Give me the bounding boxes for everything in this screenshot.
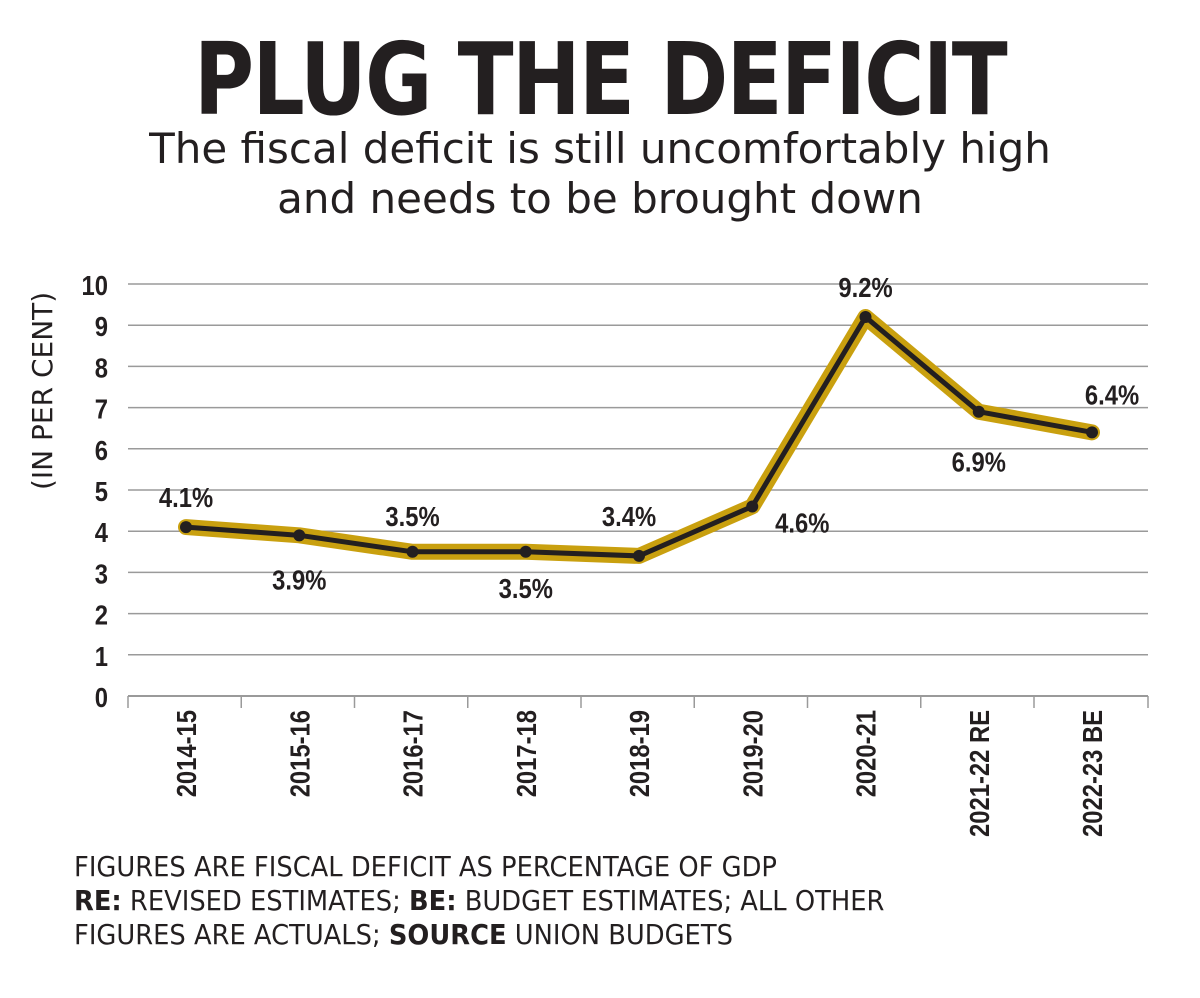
data-point [633,549,645,562]
data-label: 3.4% [602,500,656,532]
data-point [1086,426,1098,439]
data-label: 6.9% [952,446,1006,478]
x-tick-label: 2019-20 [736,710,768,797]
data-point [972,405,985,418]
x-tick-label: 2017-18 [510,710,542,797]
y-tick-label: 10 [82,269,108,301]
y-tick-label: 4 [95,516,109,548]
subtitle-line-1: The fiscal deficit is still uncomfortabl… [149,124,1051,173]
source-text: UNION BUDGETS [506,918,733,951]
be-text: BUDGET ESTIMATES; ALL OTHER [456,884,885,917]
y-tick-label: 6 [95,434,108,466]
re-key: RE: [74,884,122,917]
y-tick-label: 7 [95,393,108,425]
data-point [859,310,872,323]
data-label: 9.2% [838,271,892,303]
re-text: REVISED ESTIMATES; [121,884,410,917]
y-tick-label: 1 [95,640,108,672]
x-tick-label: 2021-22 RE [963,710,995,837]
data-label: 3.5% [499,572,553,604]
data-point [293,529,306,542]
be-key: BE: [409,884,457,917]
y-tick-label: 8 [95,352,108,384]
x-tick-label: 2022-23 BE [1076,710,1108,837]
footnote-line-1: FIGURES ARE FISCAL DEFICIT AS PERCENTAGE… [74,850,777,883]
x-tick-label: 2014-15 [170,710,202,797]
chart-title: PLUG THE DEFICIT [194,21,1008,138]
subtitle-line-2: and needs to be brought down [277,174,923,223]
data-label: 4.1% [159,481,213,513]
chart-subtitle: The fiscal deficit is still uncomfortabl… [0,124,1200,224]
actuals-text: FIGURES ARE ACTUALS; [74,918,389,951]
data-label: 6.4% [1085,378,1139,410]
x-tick-label: 2015-16 [283,710,315,797]
x-tick-label: 2016-17 [397,710,429,797]
data-point [746,500,759,513]
footnote-line-3: FIGURES ARE ACTUALS; SOURCE UNION BUDGET… [74,918,884,952]
footnotes: FIGURES ARE FISCAL DEFICIT AS PERCENTAGE… [74,850,884,952]
y-tick-label: 9 [95,310,108,342]
data-point [406,545,419,558]
x-tick-label: 2020-21 [850,710,882,797]
data-point [180,521,192,534]
y-tick-label: 5 [95,475,108,507]
y-tick-label: 0 [95,681,108,713]
data-label: 3.9% [272,563,326,595]
data-label: 4.6% [775,507,829,539]
data-point [519,545,532,558]
data-label: 3.5% [385,500,439,532]
y-tick-label: 3 [95,558,108,590]
x-tick-label: 2018-19 [623,710,655,797]
footnote-line-2: RE: REVISED ESTIMATES; BE: BUDGET ESTIMA… [74,884,884,918]
source-key: SOURCE [388,918,507,951]
y-tick-label: 2 [95,599,108,631]
